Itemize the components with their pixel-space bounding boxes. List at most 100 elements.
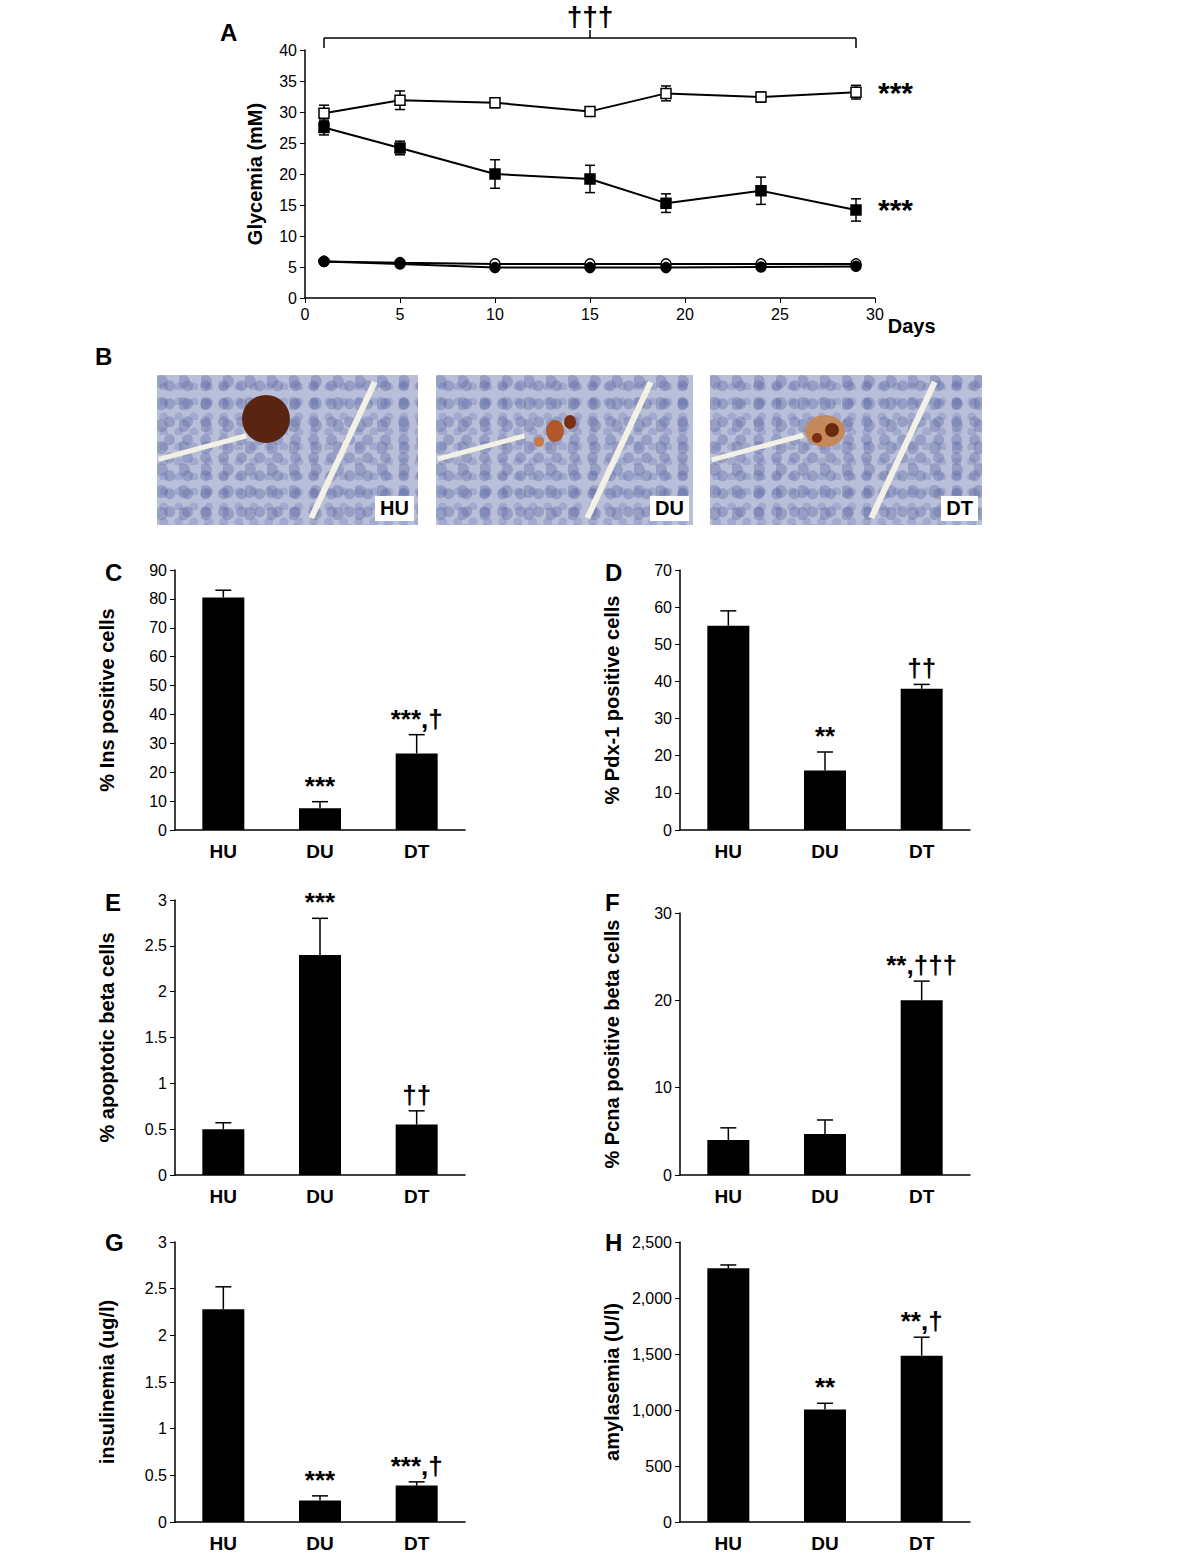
svg-text:DT: DT	[909, 1186, 935, 1207]
svg-text:DT: DT	[404, 1186, 430, 1207]
svg-text:DT: DT	[909, 1533, 935, 1554]
svg-text:% Ins positive cells: % Ins positive cells	[96, 608, 118, 791]
svg-text:A: A	[220, 19, 237, 46]
svg-text:20: 20	[654, 992, 672, 1009]
svg-text:60: 60	[149, 648, 167, 665]
svg-text:0: 0	[663, 1167, 672, 1184]
svg-text:0: 0	[301, 306, 310, 323]
svg-text:% Pcna positive beta cells: % Pcna positive beta cells	[601, 920, 623, 1169]
svg-text:DU: DU	[306, 841, 333, 862]
svg-text:80: 80	[149, 590, 167, 607]
svg-text:3: 3	[158, 892, 167, 909]
svg-text:HU: HU	[210, 1186, 237, 1207]
svg-text:30: 30	[654, 905, 672, 922]
svg-text:30: 30	[149, 735, 167, 752]
svg-text:2,000: 2,000	[632, 1290, 672, 1307]
svg-text:***: ***	[305, 771, 336, 801]
svg-text:15: 15	[279, 197, 297, 214]
svg-text:DT: DT	[909, 841, 935, 862]
svg-text:†††: †††	[567, 1, 614, 32]
svg-text:25: 25	[279, 135, 297, 152]
svg-text:***: ***	[878, 76, 913, 109]
svg-text:% Pdx-1 positive cells: % Pdx-1 positive cells	[601, 596, 623, 805]
svg-text:1,500: 1,500	[632, 1346, 672, 1363]
svg-text:60: 60	[654, 599, 672, 616]
svg-text:2.5: 2.5	[145, 937, 167, 954]
svg-text:5: 5	[288, 259, 297, 276]
svg-text:**: **	[815, 1372, 836, 1402]
svg-text:***,†: ***,†	[391, 704, 443, 734]
svg-text:30: 30	[654, 710, 672, 727]
svg-text:**,†: **,†	[901, 1306, 943, 1336]
svg-text:20: 20	[279, 166, 297, 183]
svg-text:HU: HU	[715, 841, 742, 862]
svg-text:2: 2	[158, 1327, 167, 1344]
svg-text:1.5: 1.5	[145, 1029, 167, 1046]
svg-text:40: 40	[149, 706, 167, 723]
svg-text:0.5: 0.5	[145, 1467, 167, 1484]
svg-text:20: 20	[654, 747, 672, 764]
svg-text:% apoptotic beta cells: % apoptotic beta cells	[96, 932, 118, 1142]
svg-text:***: ***	[305, 1465, 336, 1495]
svg-text:0: 0	[663, 1514, 672, 1531]
svg-text:HU: HU	[210, 1533, 237, 1554]
svg-text:10: 10	[279, 228, 297, 245]
svg-text:DT: DT	[404, 841, 430, 862]
svg-text:insulinemia (ug/l): insulinemia (ug/l)	[96, 1300, 118, 1464]
svg-text:Days: Days	[888, 315, 936, 337]
svg-text:1,000: 1,000	[632, 1402, 672, 1419]
svg-text:10: 10	[654, 784, 672, 801]
svg-text:0: 0	[288, 290, 297, 307]
svg-text:DU: DU	[306, 1186, 333, 1207]
svg-text:50: 50	[149, 677, 167, 694]
svg-text:500: 500	[645, 1458, 672, 1475]
svg-text:0: 0	[158, 1167, 167, 1184]
svg-text:0.5: 0.5	[145, 1121, 167, 1138]
svg-text:50: 50	[654, 636, 672, 653]
svg-text:5: 5	[396, 306, 405, 323]
svg-text:***: ***	[878, 193, 913, 226]
svg-text:HU: HU	[715, 1186, 742, 1207]
svg-text:70: 70	[654, 562, 672, 579]
svg-text:**: **	[815, 721, 836, 751]
svg-text:***: ***	[305, 887, 336, 917]
svg-text:10: 10	[486, 306, 504, 323]
svg-text:**,†††: **,†††	[886, 950, 957, 980]
svg-text:DU: DU	[811, 1186, 838, 1207]
svg-text:***,†: ***,†	[391, 1451, 443, 1481]
svg-text:F: F	[605, 889, 620, 916]
svg-text:HU: HU	[715, 1533, 742, 1554]
svg-text:H: H	[605, 1229, 622, 1256]
svg-text:20: 20	[149, 764, 167, 781]
svg-text:2.5: 2.5	[145, 1280, 167, 1297]
svg-text:amylasemia (U/l): amylasemia (U/l)	[601, 1303, 623, 1461]
svg-text:DU: DU	[811, 1533, 838, 1554]
svg-text:3: 3	[158, 1234, 167, 1251]
svg-text:††: ††	[907, 653, 936, 683]
svg-text:E: E	[105, 889, 121, 916]
svg-text:0: 0	[158, 1514, 167, 1531]
svg-text:0: 0	[663, 822, 672, 839]
svg-text:C: C	[105, 559, 122, 586]
svg-text:40: 40	[654, 673, 672, 690]
svg-text:40: 40	[279, 42, 297, 59]
svg-text:35: 35	[279, 73, 297, 90]
svg-text:20: 20	[676, 306, 694, 323]
svg-text:1.5: 1.5	[145, 1374, 167, 1391]
svg-text:25: 25	[771, 306, 789, 323]
svg-text:DT: DT	[404, 1533, 430, 1554]
svg-text:Glycemia (mM): Glycemia (mM)	[244, 103, 266, 245]
svg-text:DU: DU	[811, 841, 838, 862]
svg-text:1: 1	[158, 1075, 167, 1092]
svg-text:10: 10	[654, 1079, 672, 1096]
svg-text:15: 15	[581, 306, 599, 323]
svg-text:HU: HU	[210, 841, 237, 862]
svg-text:DU: DU	[306, 1533, 333, 1554]
svg-text:2: 2	[158, 983, 167, 1000]
svg-text:2,500: 2,500	[632, 1234, 672, 1251]
svg-text:††: ††	[402, 1080, 431, 1110]
svg-text:30: 30	[279, 104, 297, 121]
svg-text:G: G	[105, 1229, 124, 1256]
svg-text:D: D	[605, 559, 622, 586]
svg-text:1: 1	[158, 1420, 167, 1437]
